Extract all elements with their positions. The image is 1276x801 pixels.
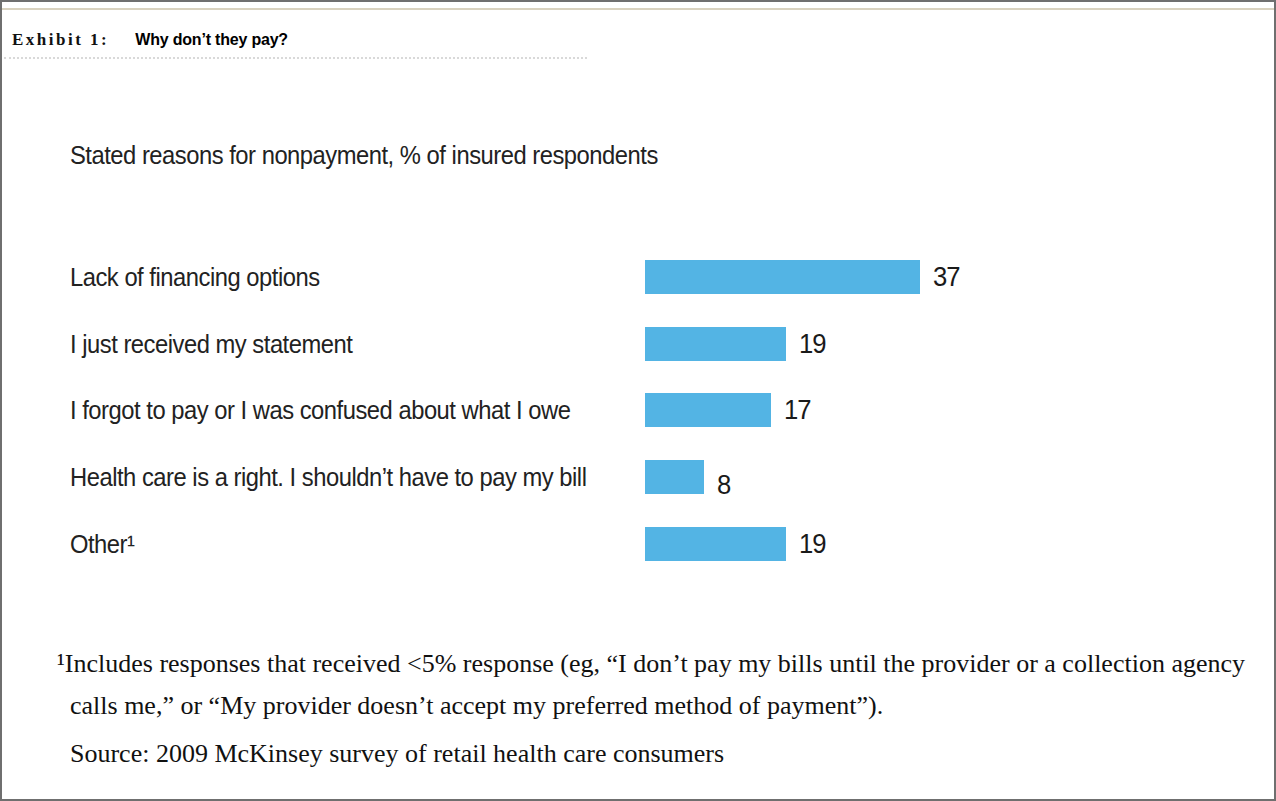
exhibit-label: Exhibit 1: [12, 30, 109, 50]
bar-row: Health care is a right. I shouldn’t have… [2, 460, 1274, 494]
value-label: 19 [799, 529, 826, 560]
bar-area: 19 [645, 327, 827, 361]
exhibit-page: Exhibit 1: Why don’t they pay? Stated re… [0, 0, 1276, 801]
value-label: 17 [784, 395, 811, 426]
bar [645, 527, 786, 561]
bar [645, 327, 786, 361]
footnote: ¹Includes responses that received <5% re… [2, 643, 1276, 727]
bar-area: 8 [645, 460, 731, 494]
bar-row: I just received my statement 19 [2, 327, 1274, 361]
value-label: 8 [717, 470, 730, 501]
bar-area: 37 [645, 260, 961, 294]
bar-row: Lack of financing options 37 [2, 260, 1274, 294]
top-accent-line [2, 8, 1274, 10]
header-divider [4, 57, 587, 59]
bar-area: 19 [645, 527, 827, 561]
category-label: I forgot to pay or I was confused about … [70, 393, 570, 427]
category-label: I just received my statement [70, 327, 352, 361]
bar [645, 460, 704, 494]
category-label: Lack of financing options [70, 260, 320, 294]
value-label: 37 [933, 262, 960, 293]
bar-row: Other¹ 19 [2, 527, 1274, 561]
chart-title: Stated reasons for nonpayment, % of insu… [70, 141, 658, 170]
value-label: 19 [799, 329, 826, 360]
bar-area: 17 [645, 393, 812, 427]
category-label: Other¹ [70, 527, 134, 561]
bar [645, 260, 920, 294]
exhibit-header: Exhibit 1: Why don’t they pay? [12, 30, 288, 50]
bar [645, 393, 771, 427]
exhibit-title: Why don’t they pay? [135, 31, 288, 49]
bar-row: I forgot to pay or I was confused about … [2, 393, 1274, 427]
source-line: Source: 2009 McKinsey survey of retail h… [70, 739, 724, 769]
category-label: Health care is a right. I shouldn’t have… [70, 460, 586, 494]
